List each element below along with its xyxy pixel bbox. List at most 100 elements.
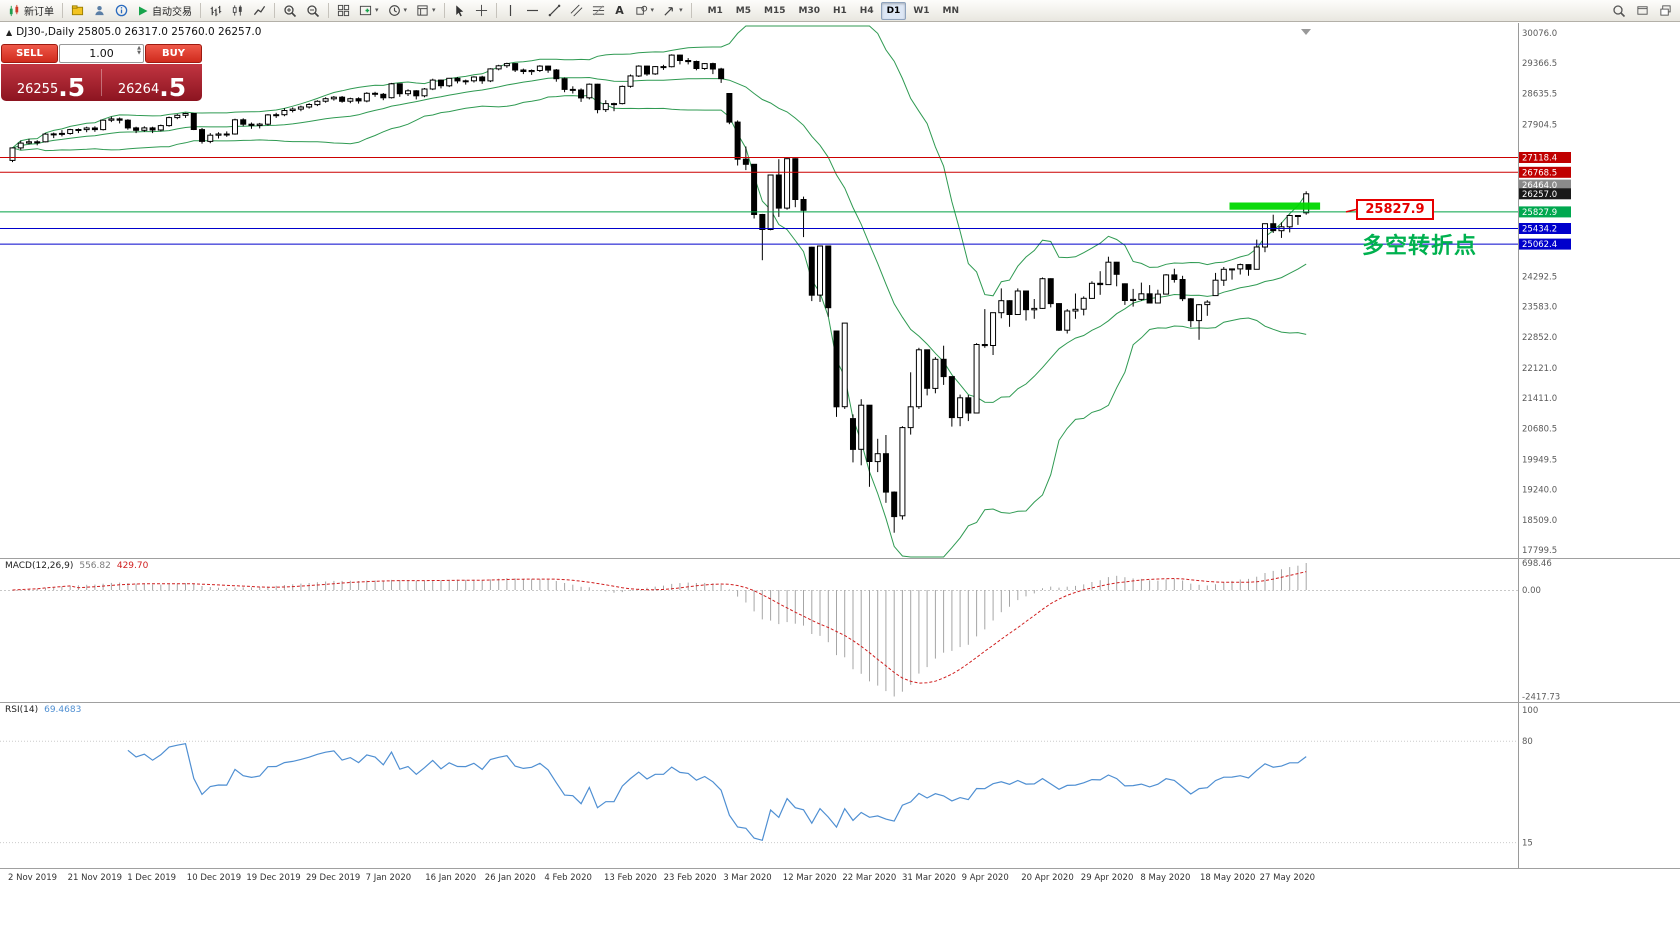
candle-body: [915, 349, 922, 408]
zoom-in-button[interactable]: [279, 1, 301, 21]
support-zone-rect[interactable]: [1229, 202, 1321, 210]
candle-body: [215, 133, 222, 136]
new-order-label: 新订单: [24, 7, 54, 18]
timeframe-group: M1 M5 M15 M30 H1 H4 D1 W1 MN: [702, 1, 965, 20]
cursor-button[interactable]: [449, 1, 470, 21]
candle-body: [1105, 261, 1112, 286]
candle-body: [75, 129, 82, 131]
date-label[interactable]: 12 Mar 2020: [783, 873, 837, 883]
timeframe-button-w1[interactable]: W1: [913, 5, 930, 16]
candle-body: [1187, 298, 1194, 322]
candle-body: [825, 245, 832, 309]
date-label[interactable]: 29 Apr 2020: [1081, 873, 1134, 883]
date-label[interactable]: 13 Feb 2020: [604, 873, 657, 883]
date-label[interactable]: 20 Apr 2020: [1021, 873, 1074, 883]
candlestick-mode-button[interactable]: [227, 1, 248, 21]
price-callout-label[interactable]: 25827.9: [1356, 199, 1434, 220]
date-label[interactable]: 8 May 2020: [1140, 873, 1190, 883]
volume-stepper[interactable]: ▲ ▼: [137, 46, 141, 56]
date-label[interactable]: 2 Nov 2019: [8, 873, 57, 883]
date-label[interactable]: 21 Nov 2019: [68, 873, 122, 883]
new-order-icon: [8, 4, 21, 17]
volume-input[interactable]: 1.00 ▲ ▼: [59, 44, 144, 63]
tile-windows-button[interactable]: [333, 1, 354, 21]
channel-tool-button[interactable]: [566, 1, 587, 21]
date-label[interactable]: 19 Dec 2019: [246, 873, 300, 883]
candle-body: [899, 427, 906, 517]
candle-body: [948, 376, 955, 419]
candle-body: [1270, 223, 1277, 232]
spin-down-icon[interactable]: ▼: [137, 50, 141, 56]
market-watch-button[interactable]: [89, 1, 110, 21]
horizontal-line-tool-button[interactable]: [522, 1, 543, 21]
date-label[interactable]: 29 Dec 2019: [306, 873, 360, 883]
date-label[interactable]: 3 Mar 2020: [723, 873, 771, 883]
auto-trading-button[interactable]: 自动交易: [133, 1, 196, 21]
candle-body: [520, 69, 527, 72]
rsi-axis-label: 100: [1522, 706, 1538, 716]
timeframe-button-mn[interactable]: MN: [942, 5, 960, 16]
trendline-tool-button[interactable]: [544, 1, 565, 21]
arrows-tool-button[interactable]: ▾: [659, 1, 687, 21]
date-label[interactable]: 22 Mar 2020: [842, 873, 896, 883]
toolbar-separator: [495, 3, 497, 18]
text-tool-button[interactable]: A: [610, 1, 630, 21]
timeframe-button-m5[interactable]: M5: [735, 5, 752, 16]
date-label[interactable]: 23 Feb 2020: [664, 873, 717, 883]
cascade-windows-button[interactable]: [1655, 1, 1676, 21]
periods-button[interactable]: ▾: [384, 1, 412, 21]
bar-chart-mode-button[interactable]: [205, 1, 226, 21]
timeframe-button-m30[interactable]: M30: [798, 5, 820, 16]
date-label[interactable]: 9 Apr 2020: [962, 873, 1009, 883]
crosshair-button[interactable]: [471, 1, 492, 21]
sell-button[interactable]: SELL: [1, 44, 58, 63]
candle-body: [775, 174, 782, 209]
pivot-annotation-text[interactable]: 多空转折点: [1362, 234, 1478, 259]
timeframe-button-h1[interactable]: H1: [832, 5, 847, 16]
date-label[interactable]: 7 Jan 2020: [366, 873, 412, 883]
macd-axis-label: -2417.73: [1522, 693, 1560, 703]
timeframe-button-h4[interactable]: H4: [859, 5, 874, 16]
price-divider: [101, 69, 102, 96]
new-chart-window-button[interactable]: [1632, 1, 1653, 21]
data-window-button[interactable]: [111, 1, 132, 21]
date-label[interactable]: 1 Dec 2019: [127, 873, 176, 883]
templates-button[interactable]: ▾: [412, 1, 440, 21]
zoom-out-button[interactable]: [302, 1, 324, 21]
candle-body: [1039, 278, 1046, 309]
price-axis-tag: [1519, 166, 1571, 178]
indicators-button[interactable]: ▾: [355, 1, 383, 21]
fibonacci-tool-button[interactable]: [588, 1, 609, 21]
buy-button[interactable]: BUY: [145, 44, 202, 63]
cursor-icon: [453, 4, 466, 17]
date-label[interactable]: 10 Dec 2019: [187, 873, 241, 883]
date-label[interactable]: 31 Mar 2020: [902, 873, 956, 883]
candle-body: [495, 65, 502, 70]
chart-profile-button[interactable]: [67, 1, 88, 21]
line-chart-mode-button[interactable]: [249, 1, 270, 21]
timeframe-button-m15[interactable]: M15: [764, 5, 786, 16]
candle-body: [660, 66, 667, 69]
timeframe-button-d1[interactable]: D1: [880, 1, 907, 20]
rsi-label: RSI(14): [5, 705, 39, 715]
date-label[interactable]: 26 Jan 2020: [485, 873, 536, 883]
price-axis-label: 18509.0: [1522, 516, 1557, 526]
search-button[interactable]: [1608, 1, 1630, 21]
spin-up-icon[interactable]: ▲: [137, 45, 141, 51]
shapes-tool-button[interactable]: ▾: [631, 1, 659, 21]
cascade-icon: [1659, 4, 1672, 17]
timeframe-button-m1[interactable]: M1: [707, 5, 723, 16]
buy-price[interactable]: 26264 .5: [102, 64, 202, 101]
new-order-button[interactable]: 新订单: [4, 1, 58, 21]
vertical-line-tool-button[interactable]: [501, 1, 521, 21]
date-label[interactable]: 16 Jan 2020: [425, 873, 476, 883]
chart-shift-marker-icon[interactable]: [1301, 29, 1311, 35]
date-label[interactable]: 27 May 2020: [1260, 873, 1315, 883]
candle-body: [372, 92, 379, 95]
symbol-header: ▲ DJ30-,Daily 25805.0 26317.0 25760.0 26…: [6, 26, 261, 38]
date-label[interactable]: 4 Feb 2020: [544, 873, 592, 883]
sell-price[interactable]: 26255 .5: [1, 64, 101, 101]
date-label[interactable]: 18 May 2020: [1200, 873, 1255, 883]
dropdown-caret-icon: ▾: [432, 6, 436, 14]
